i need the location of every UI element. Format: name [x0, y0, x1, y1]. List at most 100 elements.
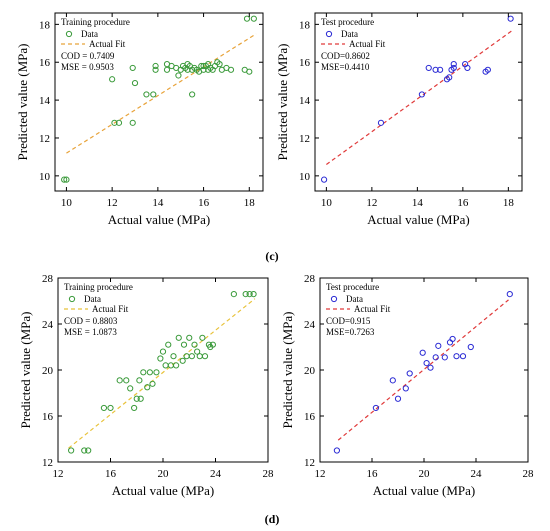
c-test-y-tick-label: 14 [299, 95, 311, 107]
d-train-y-tick-label: 28 [42, 273, 54, 285]
d-train-point [123, 377, 130, 384]
d-test-point [423, 360, 430, 367]
d-train-point [188, 353, 195, 360]
d-test-point [394, 395, 402, 402]
d-train-x-tick-label: 28 [263, 468, 275, 480]
d-test-x-tick-label: 12 [315, 468, 326, 480]
d-test-y-axis-label: Predicted value (MPa) [280, 312, 295, 429]
d-test-y-tick-label: 24 [304, 319, 316, 331]
c-test-point [377, 119, 385, 126]
d-train-y-tick-label: 20 [42, 365, 54, 377]
c-test-point [418, 91, 426, 98]
d-train-point [144, 384, 151, 391]
d-train-point [179, 357, 186, 364]
c-train-y-tick-label: 18 [39, 19, 51, 31]
c-train-point [143, 91, 150, 98]
c-train-point [246, 68, 253, 75]
d-test-x-tick-label: 16 [367, 468, 379, 480]
d-test-x-tick-label: 24 [471, 468, 483, 480]
c-test-point [450, 64, 457, 72]
d-train-point [127, 385, 134, 392]
c-train-y-tick-label: 10 [39, 171, 51, 183]
d-train-y-tick-label: 16 [42, 411, 54, 423]
c-test-point [432, 66, 439, 73]
c-train-plot-frame [54, 12, 264, 192]
d-test-stat-0: COD=0.915 [326, 316, 371, 326]
c-test-fit-line [326, 29, 514, 165]
d-test-chart: 12 16 20 24 28 12 16 20 24 28 Actual value (MPa) Pr… [280, 273, 534, 498]
c-test-y-tick-label: 18 [299, 19, 311, 31]
c-train-chart: 10 12 14 16 18 10 12 14 16 18 Actual value (MPa) Pr… [15, 12, 264, 227]
d-train-point [159, 348, 167, 355]
c-test-x-axis-label: Actual value (MPa) [367, 212, 470, 227]
d-train-stat-0: COD = 0.8803 [64, 316, 118, 326]
c-test-x-tick-label: 18 [503, 197, 515, 209]
c-test-legend-marker [325, 30, 333, 38]
c-train-stat-0: COD = 0.7409 [61, 51, 115, 61]
d-test-fit-line [337, 299, 509, 441]
c-test-point [507, 15, 514, 22]
d-train-point [140, 369, 147, 376]
c-test-legend-fit: Actual Fit [349, 39, 386, 49]
d-test-y-tick-label: 28 [304, 273, 316, 285]
c-test-chart: 10 12 14 16 18 10 12 14 16 18 Actual value (MPa) Pr… [275, 12, 523, 227]
c-train-x-tick-label: 12 [107, 197, 118, 209]
c-train-point [63, 176, 70, 183]
c-test-point [484, 66, 491, 73]
c-train-point [216, 61, 223, 68]
c-train-stat-1: MSE = 0.9503 [61, 62, 114, 72]
c-test-plot-frame [314, 12, 523, 192]
c-train-point [150, 91, 157, 98]
c-test-point [446, 74, 453, 81]
c-test-y-axis-label: Predicted value (MPa) [275, 44, 290, 161]
c-train-y-tick-label: 14 [39, 95, 51, 107]
d-test-y-tick-label: 12 [304, 457, 315, 469]
d-test-point [453, 353, 460, 360]
d-train-point [186, 334, 193, 341]
d-train-point [180, 341, 188, 348]
d-train-point [133, 395, 140, 402]
c-test-x-tick-label: 16 [457, 197, 469, 209]
c-train-point [109, 76, 116, 83]
c-train-point [227, 66, 235, 73]
d-train-point [68, 447, 75, 454]
d-test-y-tick-label: 16 [304, 411, 316, 423]
c-test-x-tick-label: 12 [366, 197, 377, 209]
d-train-chart: 12 16 20 24 28 12 16 20 24 28 Actual value (MPa) Pr… [18, 273, 274, 498]
c-train-point [189, 91, 196, 98]
d-test-point [406, 370, 413, 377]
d-test-legend-fit: Actual Fit [354, 304, 391, 314]
d-train-point [81, 447, 88, 454]
d-train-y-tick-label: 12 [42, 457, 53, 469]
d-test-point [389, 377, 396, 384]
d-train-point [157, 355, 164, 362]
d-train-legend-marker [68, 295, 76, 303]
c-train-legend-data: Data [81, 29, 98, 39]
d-train-point [246, 291, 253, 298]
c-train-y-tick-label: 12 [39, 133, 50, 145]
caption-d: (d) [265, 512, 280, 526]
d-test-point [432, 354, 439, 361]
d-test-point [449, 335, 456, 343]
d-test-point [419, 349, 426, 356]
d-train-y-axis-label: Predicted value (MPa) [18, 312, 33, 429]
d-train-x-tick-label: 12 [53, 468, 64, 480]
d-test-title: Test procedure [326, 282, 379, 292]
d-test-y-tick-label: 20 [304, 365, 316, 377]
d-test-legend-marker [330, 295, 338, 303]
c-train-y-axis-label: Predicted value (MPa) [15, 44, 30, 161]
c-train-point [152, 66, 159, 73]
d-train-point [201, 353, 209, 360]
c-test-point [464, 64, 471, 72]
d-train-x-tick-label: 24 [210, 468, 222, 480]
c-test-x-tick-label: 10 [321, 197, 333, 209]
d-test-x-axis-label: Actual value (MPa) [373, 483, 476, 498]
c-train-point [129, 119, 136, 126]
d-train-point [242, 291, 249, 298]
d-train-point [136, 377, 143, 384]
c-train-y-tick-label: 16 [39, 57, 51, 69]
d-test-point [372, 404, 379, 412]
d-train-fit-line [68, 298, 256, 449]
d-train-point [107, 404, 114, 412]
